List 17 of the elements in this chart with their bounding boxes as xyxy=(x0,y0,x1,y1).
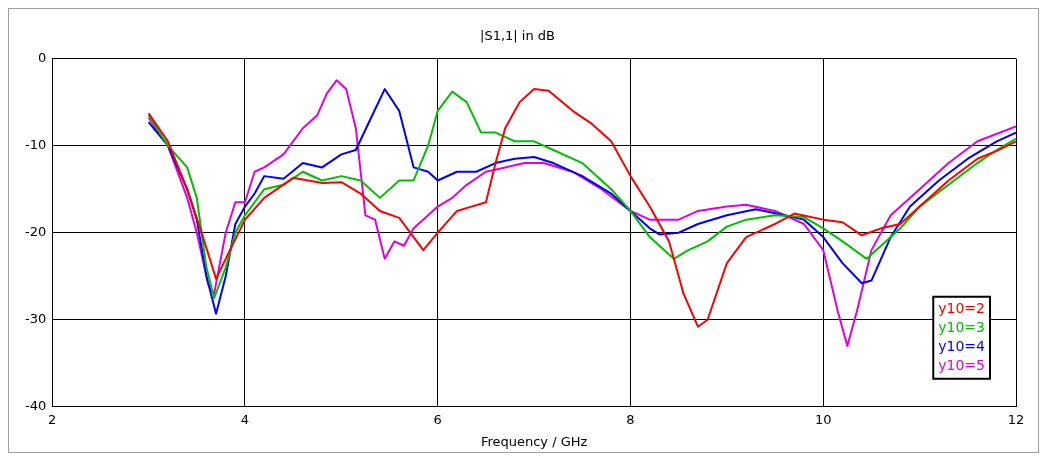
y-tick-label: -10 xyxy=(25,137,47,153)
x-axis-title: Frequency / GHz xyxy=(480,433,588,449)
x-tick-label: 8 xyxy=(626,411,635,427)
y-tick-label: -20 xyxy=(25,224,47,240)
x-tick-label: 2 xyxy=(48,411,57,427)
x-tick-label: 10 xyxy=(814,411,832,427)
chart-title: |S1,1| in dB xyxy=(480,28,555,44)
text: y10=2 xyxy=(938,299,986,316)
x-tick-label: 12 xyxy=(1007,411,1025,427)
y-tick-label: 0 xyxy=(37,49,47,65)
y-tick-label: -40 xyxy=(25,398,47,414)
x-tick-label: 6 xyxy=(433,411,442,427)
y-tick-label: -30 xyxy=(25,311,47,327)
text: y10=5 xyxy=(938,356,986,373)
x-tick-label: 4 xyxy=(240,411,250,427)
text: y10=4 xyxy=(938,337,986,354)
text: y10=3 xyxy=(938,318,986,335)
